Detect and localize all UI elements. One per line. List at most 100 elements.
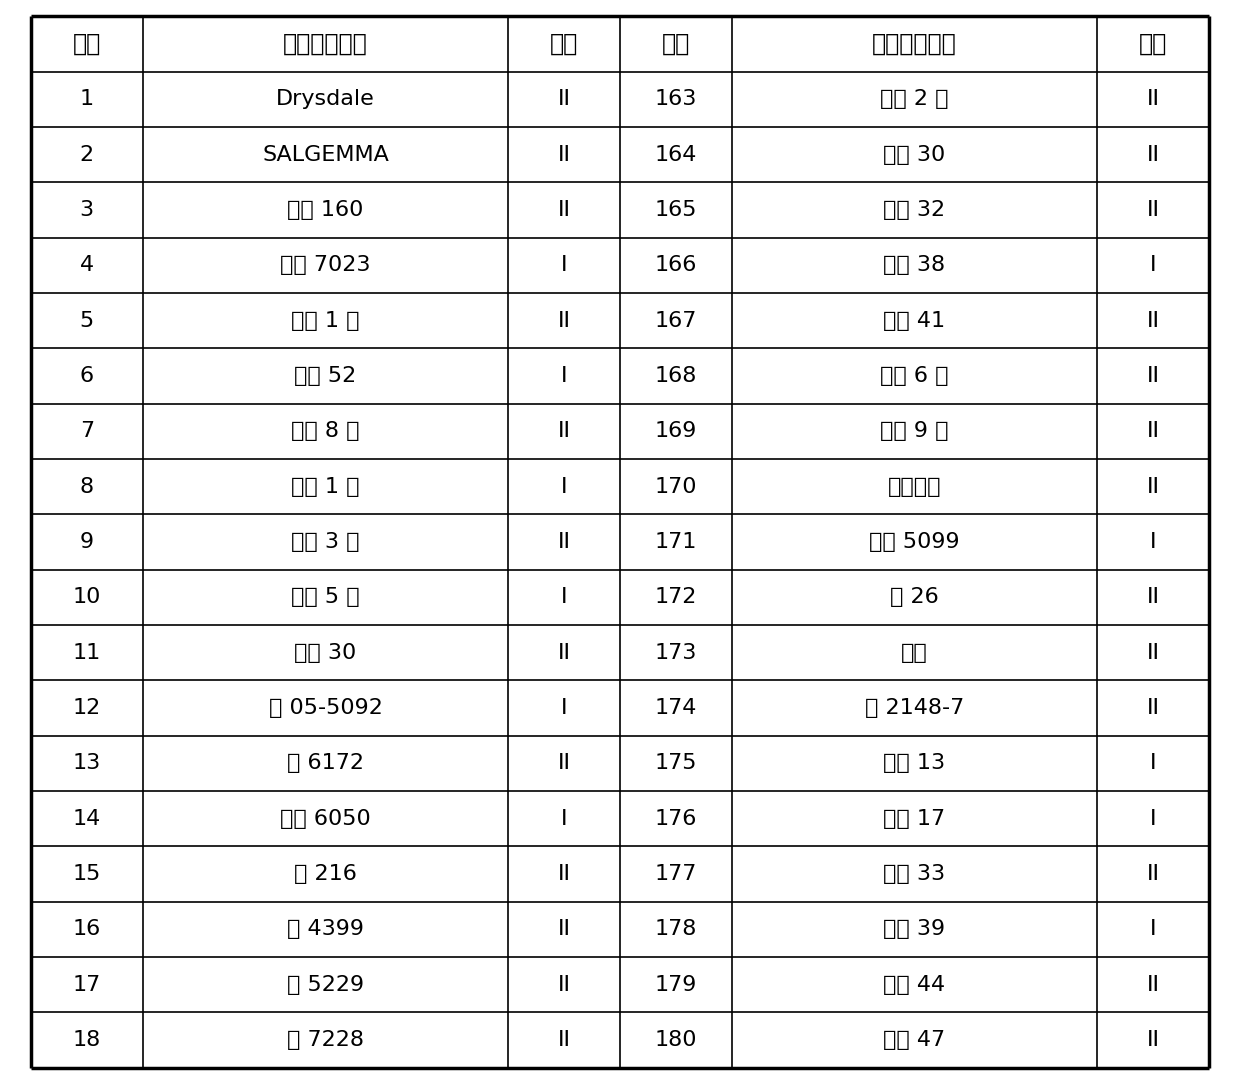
Text: 171: 171 (655, 532, 697, 552)
Text: 7: 7 (79, 422, 94, 441)
Text: 晋麦 44: 晋麦 44 (883, 975, 946, 995)
Text: II: II (558, 311, 570, 331)
Text: 冀审 5099: 冀审 5099 (869, 532, 960, 552)
Text: 丰优 5 号: 丰优 5 号 (291, 588, 360, 607)
Text: 4: 4 (79, 256, 94, 275)
Text: 9: 9 (79, 532, 94, 552)
Text: 冀麦 41: 冀麦 41 (883, 311, 946, 331)
Text: II: II (1147, 199, 1159, 220)
Text: 类型: 类型 (1140, 31, 1167, 56)
Text: 晋 2148-7: 晋 2148-7 (864, 698, 965, 718)
Text: 170: 170 (655, 477, 697, 496)
Text: 166: 166 (655, 256, 697, 275)
Text: 17: 17 (73, 975, 100, 995)
Text: 冀麦 32: 冀麦 32 (883, 199, 946, 220)
Text: II: II (1147, 89, 1159, 109)
Text: 鉴 26: 鉴 26 (890, 588, 939, 607)
Text: 晋麦 47: 晋麦 47 (883, 1030, 946, 1050)
Text: II: II (558, 144, 570, 165)
Text: 冀麦 9 号: 冀麦 9 号 (880, 422, 949, 441)
Text: I: I (1149, 256, 1157, 275)
Text: 164: 164 (655, 144, 697, 165)
Text: 晋麦 39: 晋麦 39 (883, 919, 946, 940)
Text: I: I (560, 366, 568, 386)
Text: 176: 176 (655, 809, 697, 828)
Text: 晋麦 33: 晋麦 33 (883, 864, 946, 885)
Text: 丰产 3 号: 丰产 3 号 (291, 532, 360, 552)
Text: 18: 18 (73, 1030, 100, 1050)
Text: II: II (558, 422, 570, 441)
Text: 12: 12 (73, 698, 100, 718)
Text: 类型: 类型 (551, 31, 578, 56)
Text: 冀麦 30: 冀麦 30 (883, 144, 946, 165)
Text: 3: 3 (79, 199, 94, 220)
Text: 冀麦一号: 冀麦一号 (888, 477, 941, 496)
Text: 172: 172 (655, 588, 697, 607)
Text: II: II (558, 975, 570, 995)
Text: 序号: 序号 (73, 31, 100, 56)
Text: II: II (558, 643, 570, 662)
Text: 167: 167 (655, 311, 697, 331)
Text: II: II (1147, 643, 1159, 662)
Text: II: II (1147, 311, 1159, 331)
Text: 174: 174 (655, 698, 697, 718)
Text: 1: 1 (79, 89, 94, 109)
Text: 衡 5229: 衡 5229 (286, 975, 365, 995)
Text: 博爱 7023: 博爱 7023 (280, 256, 371, 275)
Text: I: I (560, 256, 568, 275)
Text: 6: 6 (79, 366, 94, 386)
Text: 金光: 金光 (901, 643, 928, 662)
Text: I: I (560, 698, 568, 718)
Text: 泻麦 8 号: 泻麦 8 号 (291, 422, 360, 441)
Text: 冀麦 2 号: 冀麦 2 号 (880, 89, 949, 109)
Text: 邯 05-5092: 邯 05-5092 (269, 698, 382, 718)
Text: 177: 177 (655, 864, 697, 885)
Text: 冀麦 6 号: 冀麦 6 号 (880, 366, 949, 386)
Text: 179: 179 (655, 975, 697, 995)
Text: 13: 13 (73, 753, 100, 773)
Text: 14: 14 (73, 809, 100, 828)
Text: 178: 178 (655, 919, 697, 940)
Text: 衡 7228: 衡 7228 (286, 1030, 365, 1050)
Text: I: I (1149, 919, 1157, 940)
Text: I: I (1149, 809, 1157, 828)
Text: 165: 165 (655, 199, 697, 220)
Text: I: I (560, 588, 568, 607)
Text: 大荔 52: 大荔 52 (294, 366, 357, 386)
Text: 5: 5 (79, 311, 94, 331)
Text: II: II (558, 919, 570, 940)
Text: II: II (1147, 588, 1159, 607)
Text: II: II (558, 753, 570, 773)
Text: I: I (560, 477, 568, 496)
Text: II: II (558, 864, 570, 885)
Text: II: II (1147, 698, 1159, 718)
Text: 2: 2 (79, 144, 94, 165)
Text: II: II (558, 532, 570, 552)
Text: 11: 11 (73, 643, 100, 662)
Text: 序号: 序号 (662, 31, 689, 56)
Text: II: II (1147, 422, 1159, 441)
Text: 冀麦 38: 冀麦 38 (883, 256, 946, 275)
Text: 大荔 1 号: 大荔 1 号 (291, 311, 360, 331)
Text: 16: 16 (73, 919, 100, 940)
Text: 复庄 30: 复庄 30 (294, 643, 357, 662)
Text: Drysdale: Drysdale (277, 89, 374, 109)
Text: 邯郸 6050: 邯郸 6050 (280, 809, 371, 828)
Text: II: II (1147, 144, 1159, 165)
Text: 晋麦 13: 晋麦 13 (883, 753, 946, 773)
Text: II: II (1147, 477, 1159, 496)
Text: II: II (1147, 366, 1159, 386)
Text: II: II (1147, 1030, 1159, 1050)
Text: 小麦品种名称: 小麦品种名称 (872, 31, 957, 56)
Text: I: I (1149, 532, 1157, 552)
Text: 8: 8 (79, 477, 94, 496)
Text: 168: 168 (655, 366, 697, 386)
Text: II: II (1147, 975, 1159, 995)
Text: 小麦品种名称: 小麦品种名称 (283, 31, 368, 56)
Text: 衡 216: 衡 216 (294, 864, 357, 885)
Text: 169: 169 (655, 422, 697, 441)
Text: I: I (560, 809, 568, 828)
Text: 10: 10 (73, 588, 100, 607)
Text: 175: 175 (655, 753, 697, 773)
Text: 晋麦 17: 晋麦 17 (883, 809, 946, 828)
